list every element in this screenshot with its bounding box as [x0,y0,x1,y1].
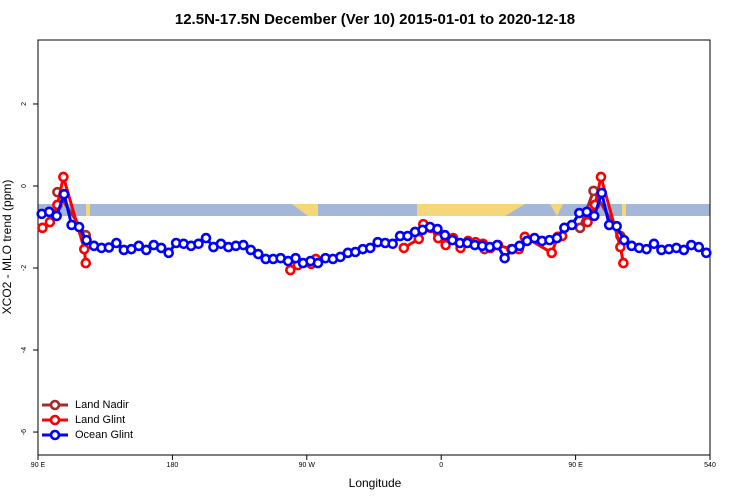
data-point [611,220,622,232]
plot-frame [37,39,711,456]
data-point [58,188,70,200]
data-point [37,222,48,234]
data-point [491,239,503,251]
data-point [402,230,413,242]
data-point [200,232,212,244]
data-point [163,247,174,259]
land-band [38,204,710,216]
data-point [700,247,712,259]
data-point [252,248,264,260]
land-patch [622,204,626,216]
land-patch [292,204,318,216]
data-point [432,223,443,235]
data-point [574,222,586,234]
data-point [582,216,593,228]
y-tick-label: 0 [21,184,28,188]
data-point [387,238,398,250]
data-point [566,219,578,231]
y-axis-label: XCO2 - MLO trend (ppm) [0,180,14,315]
data-point [693,241,705,253]
data-point [73,221,85,233]
x-tick-label: 0 [439,462,443,469]
legend-marker [49,429,61,441]
x-tick-label: 180 [167,462,179,469]
data-point [290,252,301,264]
data-point [499,252,510,264]
data-point [140,244,152,256]
land-patch [505,204,525,216]
data-point [618,234,630,246]
x-tick-label: 90 E [31,462,46,469]
legend-label: Land Nadir [75,399,129,411]
land-patch [86,204,90,216]
data-point [648,238,660,250]
data-point [58,171,69,183]
legend-marker [49,399,61,411]
x-tick-label: 540 [704,462,716,469]
data-point [81,234,92,246]
y-tick-label: -2 [21,265,28,271]
x-axis-label: Longitude [349,476,402,490]
legend: Land Nadir Land Glint Ocean Glint [42,399,133,441]
y-tick-label: -4 [21,347,28,353]
data-point [312,257,324,269]
land-patch [550,204,563,216]
y-tick-label: 2 [21,102,28,106]
data-point [193,238,204,250]
data-point [364,242,376,254]
data-point [78,243,90,255]
data-point [80,257,92,269]
legend-label: Land Glint [75,414,125,426]
legend-marker [49,414,61,426]
data-point [245,244,257,256]
data-point [43,206,55,218]
data-point [595,171,607,183]
data-point [641,243,652,255]
data-point [551,232,563,244]
data-point [439,229,451,241]
chart-title: 12.5N-17.5N December (Ver 10) 2015-01-01… [175,11,575,28]
data-point [238,239,249,251]
data-point [51,210,62,222]
ocean-band [38,204,710,216]
data-point [155,242,167,254]
data-point [133,240,145,252]
x-tick-label: 90 E [568,462,583,469]
data-point [440,239,451,251]
data-point [335,251,346,263]
data-point [546,247,558,259]
x-tick-label: 90 W [299,462,316,469]
data-point [44,216,56,228]
y-tick-label: -6 [21,429,28,435]
data-point [111,237,122,249]
data-point [618,257,629,269]
data-point [588,210,600,222]
legend-label: Ocean Glint [75,429,133,441]
data-point [398,242,410,254]
data-point [514,240,525,252]
data-point [678,244,690,256]
data-point [103,242,115,253]
land-patch [417,204,505,216]
data-point [285,264,296,276]
data-point [581,206,593,218]
data-point [596,187,608,199]
